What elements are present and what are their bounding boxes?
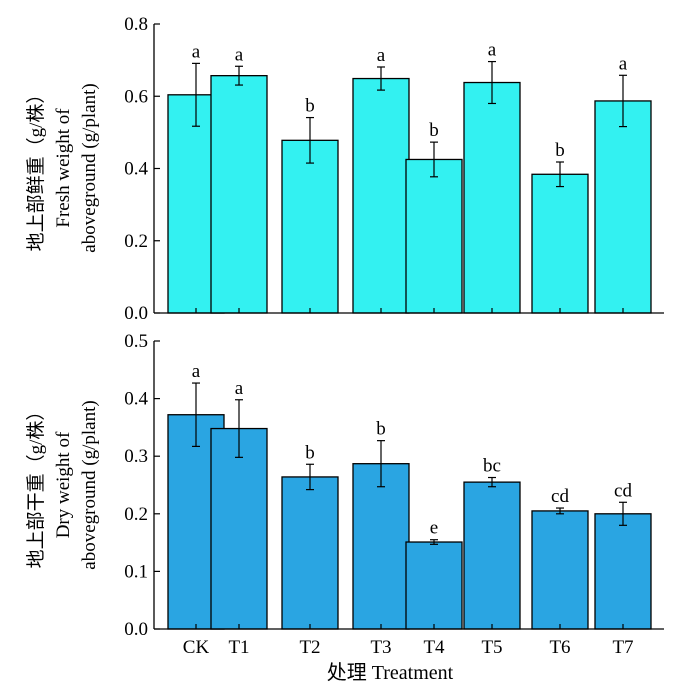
x-tick-label-t3: T3	[370, 637, 391, 658]
dry-weight-bar-t7	[594, 513, 652, 630]
fresh-weight-y-tick-label: 0.4	[124, 159, 148, 180]
dry-weight-bar-t6	[531, 510, 589, 630]
fresh-weight-significance-ck: a	[192, 41, 201, 62]
x-tick-label-t1: T1	[228, 637, 249, 658]
dry-weight-error-bars	[192, 382, 627, 545]
dry-weight-axes: 0.0 0.1 0.2 0.3 0.4 0.5	[124, 331, 664, 640]
fresh-weight-ylabel-line-2: Fresh weight of	[53, 108, 74, 228]
dry-weight-significance-t3: b	[376, 419, 386, 440]
fresh-weight-bar-t3	[352, 77, 410, 314]
dry-weight-significance-t4: e	[430, 518, 438, 539]
fresh-weight-bar-t7	[594, 100, 652, 314]
x-tick-label-t5: T5	[481, 637, 502, 658]
fresh-weight-y-tick-label: 0.2	[124, 231, 148, 252]
fresh-weight-significance-t3: a	[377, 45, 386, 66]
dry-weight-y-axis-title: 地上部干重（g/株） Dry weight of aboveground (g/…	[25, 400, 100, 569]
fresh-weight-y-tick-label: 0.6	[124, 86, 148, 107]
x-axis-title: 处理 Treatment	[327, 661, 454, 684]
fresh-weight-significance-t7: a	[619, 53, 628, 74]
x-axis-tick-labels: CK T1 T2 T3 T4 T5 T6 T7	[183, 637, 634, 658]
dry-weight-significance-t1: a	[235, 378, 244, 399]
fresh-weight-ylabel-line-1: 地上部鲜重（g/株）	[25, 85, 47, 252]
dry-weight-significance-t6: cd	[551, 486, 569, 507]
dry-weight-y-tick-label: 0.3	[124, 446, 148, 467]
fresh-weight-bar-t5	[463, 81, 521, 314]
dry-weight-significance-labels: a a b b e bc cd cd	[192, 361, 633, 539]
dry-weight-y-tick-label: 0.4	[124, 389, 148, 410]
x-tick-label-t6: T6	[549, 637, 570, 658]
dry-weight-bar-t4	[405, 541, 463, 630]
x-tick-label-t7: T7	[612, 637, 633, 658]
fresh-weight-significance-t1: a	[235, 44, 244, 65]
fresh-weight-bar-t6	[531, 173, 589, 314]
dry-weight-ylabel-line-2: Dry weight of	[53, 431, 74, 538]
dry-weight-y-tick-label: 0.5	[124, 331, 148, 352]
fresh-weight-ylabel-line-3: aboveground (g/plant)	[79, 83, 100, 252]
fresh-weight-significance-t4: b	[429, 120, 439, 141]
fresh-weight-y-tick-label: 0.0	[124, 303, 148, 324]
fresh-weight-bar-t2	[281, 139, 339, 314]
fresh-weight-y-tick-label: 0.8	[124, 14, 148, 35]
fresh-weight-panel: 地上部鲜重（g/株） Fresh weight of aboveground (…	[25, 14, 664, 324]
dry-weight-panel: 地上部干重（g/株） Dry weight of aboveground (g/…	[25, 331, 664, 640]
fresh-weight-significance-t2: b	[305, 96, 315, 117]
fresh-weight-significance-labels: a a b a b a b a	[192, 40, 628, 161]
fresh-weight-significance-t6: b	[555, 140, 565, 161]
fresh-weight-significance-t5: a	[488, 40, 497, 61]
dry-weight-significance-t5: bc	[483, 456, 501, 477]
x-tick-label-t2: T2	[299, 637, 320, 658]
fresh-weight-bar-t1	[210, 75, 268, 314]
dry-weight-y-tick-label: 0.0	[124, 619, 148, 640]
fresh-weight-bars	[167, 75, 652, 314]
dry-weight-bar-t2	[281, 476, 339, 630]
fresh-weight-y-axis-title: 地上部鲜重（g/株） Fresh weight of aboveground (…	[25, 83, 100, 252]
dry-weight-bar-t5	[463, 481, 521, 630]
x-tick-label-t4: T4	[423, 637, 445, 658]
dry-weight-y-tick-label: 0.2	[124, 504, 148, 525]
dry-weight-bar-t1	[210, 427, 268, 630]
dry-weight-y-tick-label: 0.1	[124, 561, 148, 582]
dry-weight-ylabel-line-3: aboveground (g/plant)	[79, 400, 100, 569]
x-tick-label-ck: CK	[183, 637, 210, 658]
dry-weight-bar-t3	[352, 463, 410, 630]
dry-weight-significance-t2: b	[305, 442, 315, 463]
fresh-weight-axes: 0.0 0.2 0.4 0.6 0.8	[124, 14, 664, 324]
dry-weight-ylabel-line-1: 地上部干重（g/株）	[25, 402, 47, 569]
fresh-weight-bar-t4	[405, 158, 463, 314]
dry-weight-significance-t7: cd	[614, 480, 632, 501]
fresh-weight-error-bars	[192, 60, 627, 188]
dry-weight-bars	[167, 414, 652, 630]
dry-weight-significance-ck: a	[192, 361, 201, 382]
